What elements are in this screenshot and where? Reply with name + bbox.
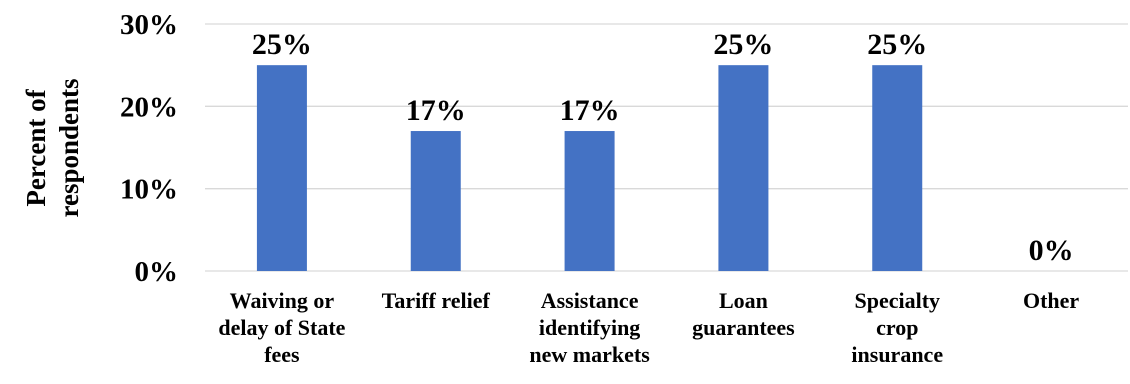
data-labels: 25% 17% 17% 25% 25% 0% <box>252 28 1074 267</box>
y-tick-label: 0% <box>135 256 179 288</box>
x-category-label: new markets <box>529 342 650 367</box>
y-axis-ticks: 0% 10% 20% 30% <box>120 9 178 288</box>
x-category-label: fees <box>264 342 300 367</box>
x-category-label: identifying <box>539 315 640 340</box>
x-category-label: Specialty <box>854 288 940 313</box>
x-category-label: Waiving or <box>230 288 335 313</box>
bar <box>564 131 615 271</box>
data-label: 17% <box>406 94 466 127</box>
x-category-label: Assistance <box>541 288 639 313</box>
bar <box>872 65 923 272</box>
y-tick-label: 20% <box>120 91 178 123</box>
data-label: 25% <box>713 28 773 61</box>
x-category-label: crop <box>876 315 918 340</box>
data-label: 25% <box>252 28 312 61</box>
data-label: 0% <box>1029 234 1074 267</box>
bar <box>256 65 307 272</box>
bars <box>256 65 923 272</box>
y-axis-title: respondents <box>54 78 84 217</box>
y-axis-title: Percent of <box>21 88 51 206</box>
x-category-label: delay of State <box>218 315 345 340</box>
data-label: 25% <box>867 28 927 61</box>
y-tick-label: 30% <box>120 9 178 41</box>
x-category-label: insurance <box>851 342 943 367</box>
data-label: 17% <box>560 94 620 127</box>
x-category-label: Loan <box>719 288 768 313</box>
y-tick-label: 10% <box>120 174 178 206</box>
bar <box>410 131 461 271</box>
bar <box>718 65 769 272</box>
y-axis-label: Percent of respondents <box>21 78 84 217</box>
x-category-label: guarantees <box>692 315 795 340</box>
gridlines <box>205 23 1128 272</box>
x-category-label: Other <box>1023 288 1079 313</box>
x-category-label: Tariff relief <box>382 288 491 313</box>
